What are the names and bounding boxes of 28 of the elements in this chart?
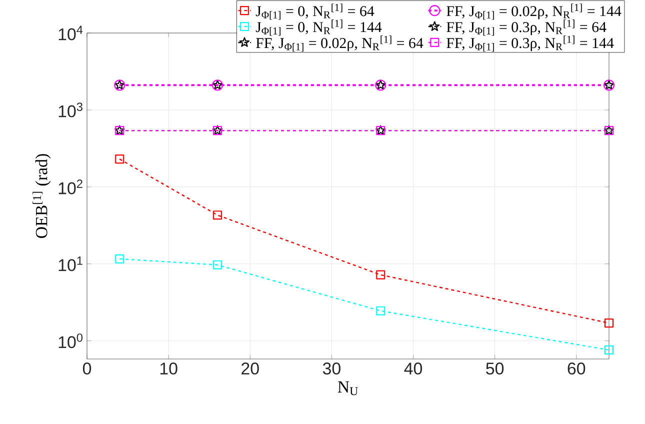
y-tick-label: 10$^{1}$ <box>58 256 82 272</box>
x-tick-label: 0 <box>82 362 92 375</box>
legend-label: FF, J$_{Φ[1]}$ = 0.3ρ, N$_{R}$$^{[1]}$ = 64 <box>446 20 606 36</box>
x-axis-title: N$_{U}$ <box>338 381 358 396</box>
y-tick-label: 10$^{3}$ <box>58 102 82 118</box>
y-tick-label: 10$^{4}$ <box>58 26 83 40</box>
y-axis-title: OEB$^{[1]}$ (rad) <box>32 154 51 238</box>
legend-label: J$_{Φ[1]}$ = 0, N$_{R}$$^{[1]}$ = 64 <box>256 4 374 20</box>
point <box>212 210 222 220</box>
point <box>115 154 124 164</box>
y-tick-label: 10$^{0}$ <box>58 333 83 348</box>
point <box>115 254 124 264</box>
point <box>212 260 222 270</box>
legend-label: FF, J$_{Φ[1]}$ = 0.3ρ, N$_{R}$$^{[1]}$ = 144 <box>446 35 614 52</box>
x-tick-label: 30 <box>322 362 340 375</box>
point <box>604 345 614 355</box>
x-tick-label: 50 <box>486 362 504 375</box>
x-tick-label: 60 <box>568 362 586 375</box>
x-tick-label: 10 <box>160 362 178 375</box>
y-tick-label: 10$^{2}$ <box>58 180 82 194</box>
x-tick-label: 20 <box>242 362 259 375</box>
legend-label: FF, J$_{Φ[1]}$ = 0.02ρ, N$_{R}$$^{[1]}$ = 64 <box>256 35 424 52</box>
point <box>376 306 386 316</box>
point <box>604 318 614 328</box>
point <box>376 270 386 280</box>
x-tick-label: 40 <box>404 362 422 375</box>
legend-label: FF, J$_{Φ[1]}$ = 0.02ρ, N$_{R}$$^{[1]}$ = 144 <box>446 4 622 20</box>
legend-label: J$_{Φ[1]}$ = 0, N$_{R}$$^{[1]}$ = 144 <box>256 20 382 36</box>
